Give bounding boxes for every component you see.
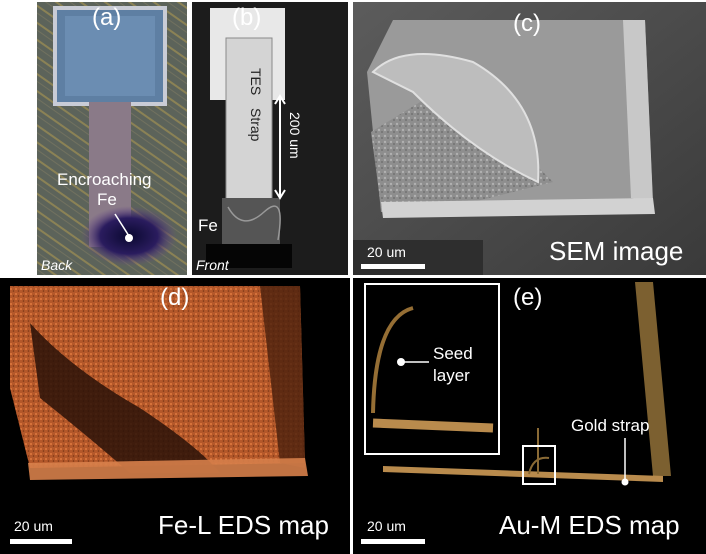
fe-label-a: Fe xyxy=(97,190,117,209)
caption-c: SEM image xyxy=(549,236,684,266)
scale-label-d: 20 um xyxy=(14,518,53,534)
panel-e-image xyxy=(353,278,706,554)
back-label: Back xyxy=(41,257,73,273)
layer-label: layer xyxy=(433,366,470,385)
panel-b-optical-front: (b) TES Strap 200 um Fe Front xyxy=(192,2,348,275)
dimension-label: 200 um xyxy=(287,112,303,159)
scale-bar-d xyxy=(10,539,72,544)
seed-label: Seed xyxy=(433,344,473,363)
panel-a-optical-back: (a) Encroaching Fe Back xyxy=(37,2,187,275)
gold-strap-label: Gold strap xyxy=(571,416,650,435)
fe-marker-dot xyxy=(125,234,133,242)
caption-e: Au-M EDS map xyxy=(499,510,680,540)
panel-a-label: (a) xyxy=(92,4,122,31)
panel-e-au-map: (e) Seed layer Gold strap 20 um Au-M EDS… xyxy=(353,278,706,554)
scale-label-c: 20 um xyxy=(367,244,406,260)
panel-b-label: (b) xyxy=(232,4,262,31)
panel-a-image xyxy=(37,2,187,275)
panel-d-fe-map: (d) 20 um Fe-L EDS map xyxy=(0,278,350,554)
caption-d: Fe-L EDS map xyxy=(158,510,329,540)
panel-d-label: (d) xyxy=(160,284,190,311)
scale-label-e: 20 um xyxy=(367,518,406,534)
fe-label-b: Fe xyxy=(198,216,218,235)
front-label: Front xyxy=(196,257,229,273)
panel-c-image xyxy=(353,2,706,275)
gold-marker-dot xyxy=(621,478,629,486)
scale-bar-e xyxy=(361,539,425,544)
panel-c-label: (c) xyxy=(513,10,541,37)
panel-d-image xyxy=(0,278,350,554)
zoom-box xyxy=(522,445,556,485)
panel-c-sem: (c) 20 um SEM image xyxy=(353,2,706,275)
panel-e-label: (e) xyxy=(513,284,543,311)
encroaching-label: Encroaching xyxy=(57,170,152,189)
strap-label: Strap xyxy=(248,108,264,142)
panel-b-image xyxy=(192,2,348,275)
tes-label: TES xyxy=(248,68,264,96)
scale-bar-c xyxy=(361,264,425,269)
